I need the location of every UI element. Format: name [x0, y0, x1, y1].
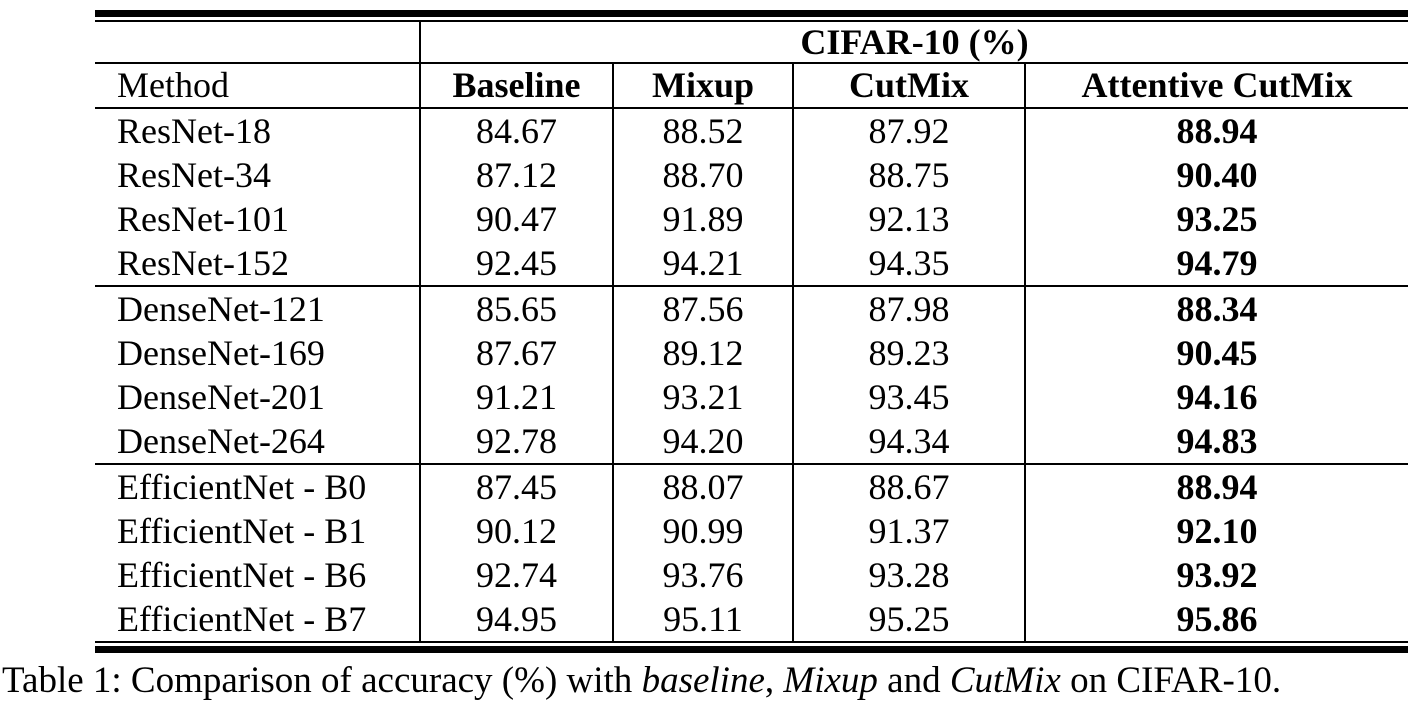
- baseline-cell: 85.65: [419, 285, 613, 331]
- baseline-cell: 90.47: [419, 197, 613, 241]
- corner-cell: [95, 21, 420, 64]
- column-header-row: Method Baseline Mixup CutMix Attentive C…: [95, 63, 1409, 109]
- cutmix-cell: 93.28: [792, 553, 1025, 597]
- cutmix-cell: 92.13: [792, 197, 1025, 241]
- baseline-cell: 94.95: [419, 597, 613, 642]
- baseline-cell: 90.12: [419, 509, 613, 553]
- attentive-cutmix-cell: 90.45: [1023, 331, 1409, 375]
- span-header-row: CIFAR-10 (%): [95, 21, 1409, 64]
- method-cell: EfficientNet - B0: [95, 463, 420, 509]
- mixup-cell: 87.56: [612, 285, 793, 331]
- baseline-cell: 91.21: [419, 375, 613, 419]
- mixup-cell: 89.12: [612, 331, 793, 375]
- column-header-attentive-cutmix: Attentive CutMix: [1023, 63, 1409, 109]
- method-cell: ResNet-18: [117, 111, 271, 151]
- mixup-cell: 95.11: [612, 597, 793, 642]
- baseline-cell: 92.78: [419, 419, 613, 464]
- table-row-efficientnet-b7: EfficientNet - B7 94.95 95.11 95.25 95.8…: [95, 597, 1409, 642]
- caption-italic-mixup: Mixup: [783, 660, 878, 701]
- attentive-cutmix-cell: 88.94: [1023, 108, 1409, 153]
- table-row-resnet-34: ResNet-34 87.12 88.70 88.75 90.40: [95, 153, 1409, 197]
- results-table-container: CIFAR-10 (%) Method Baseline Mixup CutMi…: [95, 10, 1409, 653]
- mixup-cell: 91.89: [612, 197, 793, 241]
- cutmix-cell: 87.98: [792, 285, 1025, 331]
- attentive-cutmix-cell: 88.94: [1023, 463, 1409, 509]
- cutmix-cell: 87.92: [792, 108, 1025, 153]
- attentive-cutmix-cell: 95.86: [1023, 597, 1409, 642]
- method-cell: DenseNet-264: [117, 421, 325, 461]
- table-row-efficientnet-b1: EfficientNet - B1 90.12 90.99 91.37 92.1…: [95, 509, 1409, 553]
- table-row-resnet-18: ResNet-18 84.67 88.52 87.92 88.94: [95, 108, 1409, 153]
- attentive-cutmix-cell: 90.40: [1023, 153, 1409, 197]
- table-caption: Table 1: Comparison of accuracy (%) with…: [2, 658, 1423, 704]
- cutmix-cell: 88.75: [792, 153, 1025, 197]
- baseline-cell: 87.67: [419, 331, 613, 375]
- method-cell: ResNet-34: [117, 155, 271, 195]
- attentive-cutmix-cell: 93.25: [1023, 197, 1409, 241]
- column-header-baseline: Baseline: [419, 63, 613, 109]
- mixup-cell: 93.21: [612, 375, 793, 419]
- column-header-mixup: Mixup: [612, 63, 793, 109]
- column-header-method: Method: [95, 63, 420, 109]
- results-table: CIFAR-10 (%) Method Baseline Mixup CutMi…: [95, 20, 1409, 643]
- method-cell: DenseNet-121: [95, 285, 420, 331]
- cutmix-cell: 94.34: [792, 419, 1025, 464]
- caption-separator: ,: [764, 660, 784, 701]
- method-cell: DenseNet-201: [117, 377, 325, 417]
- cutmix-cell: 95.25: [792, 597, 1025, 642]
- mixup-cell: 88.70: [612, 153, 793, 197]
- table-row-densenet-201: DenseNet-201 91.21 93.21 93.45 94.16: [95, 375, 1409, 419]
- mixup-cell: 88.07: [612, 463, 793, 509]
- method-cell: EfficientNet - B1: [117, 511, 367, 551]
- table-row-efficientnet-b0: EfficientNet - B0 87.45 88.07 88.67 88.9…: [95, 463, 1409, 509]
- caption-text: Table 1: Comparison of accuracy (%) with: [2, 660, 642, 701]
- mixup-cell: 90.99: [612, 509, 793, 553]
- table-row-resnet-152: ResNet-152 92.45 94.21 94.35 94.79: [95, 241, 1409, 286]
- cutmix-cell: 94.35: [792, 241, 1025, 286]
- caption-italic-cutmix: CutMix: [949, 660, 1061, 701]
- table-row-resnet-101: ResNet-101 90.47 91.89 92.13 93.25: [95, 197, 1409, 241]
- baseline-cell: 92.45: [419, 241, 613, 286]
- cutmix-cell: 88.67: [792, 463, 1025, 509]
- mixup-cell: 88.52: [612, 108, 793, 153]
- mixup-cell: 94.21: [612, 241, 793, 286]
- table-row-densenet-121: DenseNet-121 85.65 87.56 87.98 88.34: [95, 285, 1409, 331]
- method-cell: EfficientNet - B7: [117, 599, 367, 639]
- baseline-cell: 87.12: [419, 153, 613, 197]
- table-row-densenet-169: DenseNet-169 87.67 89.12 89.23 90.45: [95, 331, 1409, 375]
- baseline-cell: 87.45: [419, 463, 613, 509]
- method-cell: ResNet-152: [117, 243, 289, 283]
- method-cell: EfficientNet - B6: [117, 555, 367, 595]
- caption-separator: and: [877, 660, 950, 701]
- attentive-cutmix-cell: 93.92: [1023, 553, 1409, 597]
- column-header-cutmix: CutMix: [792, 63, 1025, 109]
- span-header-cifar10: CIFAR-10 (%): [418, 21, 1409, 64]
- attentive-cutmix-cell: 88.34: [1023, 285, 1409, 331]
- cutmix-cell: 89.23: [792, 331, 1025, 375]
- table-row-densenet-264: DenseNet-264 92.78 94.20 94.34 94.83: [95, 419, 1409, 464]
- table-row-efficientnet-b6: EfficientNet - B6 92.74 93.76 93.28 93.9…: [95, 553, 1409, 597]
- method-cell: DenseNet-169: [117, 333, 325, 373]
- attentive-cutmix-cell: 94.16: [1023, 375, 1409, 419]
- cutmix-cell: 91.37: [792, 509, 1025, 553]
- mixup-cell: 94.20: [612, 419, 793, 464]
- caption-text-suffix: on CIFAR-10.: [1060, 660, 1282, 701]
- attentive-cutmix-cell: 94.83: [1023, 419, 1409, 464]
- baseline-cell: 84.67: [419, 108, 613, 153]
- cutmix-cell: 93.45: [792, 375, 1025, 419]
- attentive-cutmix-cell: 94.79: [1023, 241, 1409, 286]
- mixup-cell: 93.76: [612, 553, 793, 597]
- attentive-cutmix-cell: 92.10: [1023, 509, 1409, 553]
- method-cell: ResNet-101: [117, 199, 289, 239]
- caption-italic-baseline: baseline: [641, 660, 765, 701]
- baseline-cell: 92.74: [419, 553, 613, 597]
